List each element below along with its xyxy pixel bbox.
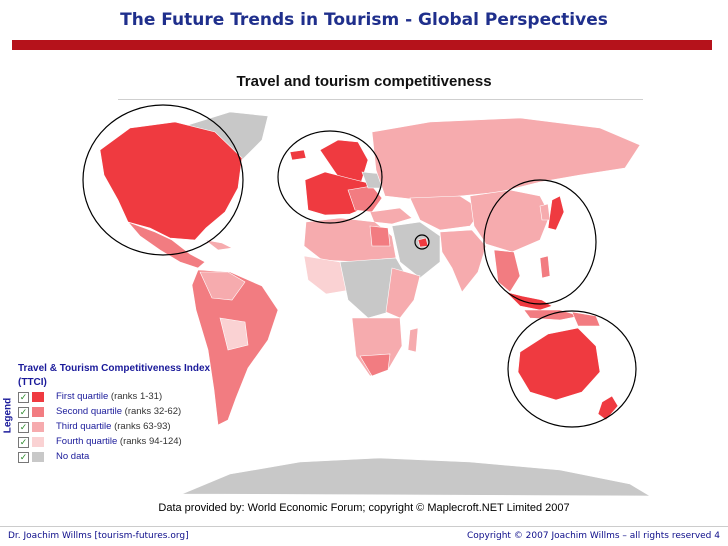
- caribbean: [204, 239, 233, 251]
- legend-swatch: [32, 407, 44, 417]
- legend-swatch: [32, 422, 44, 432]
- legend-checkbox[interactable]: ✓: [18, 407, 29, 418]
- highlight-north-america: [82, 104, 244, 256]
- legend-checkbox[interactable]: ✓: [18, 437, 29, 448]
- legend-side-label: Legend: [2, 397, 14, 434]
- legend-subtitle: (TTCI): [18, 377, 47, 388]
- southeast-asia: [493, 249, 521, 293]
- south-asia: [439, 229, 487, 293]
- south-america-north: [199, 271, 246, 301]
- footer-divider: [0, 526, 728, 527]
- footer-author: Dr. Joachim Willms [tourism-futures.org]: [8, 531, 189, 541]
- japan: [547, 195, 565, 231]
- china: [469, 189, 551, 253]
- legend-range: (ranks 63-93): [114, 421, 171, 432]
- map-legend: Legend Travel & Tourism Competitiveness …: [0, 358, 240, 468]
- indonesia: [523, 309, 581, 321]
- middle-east: [391, 221, 441, 279]
- legend-checkbox[interactable]: ✓: [18, 452, 29, 463]
- east-africa: [385, 267, 421, 319]
- legend-range: (ranks 32-62): [124, 406, 182, 417]
- legend-swatch: [32, 437, 44, 447]
- legend-swatch: [32, 452, 44, 462]
- map-title: Travel and tourism competitiveness: [236, 73, 492, 90]
- madagascar: [407, 327, 419, 353]
- iceland: [289, 149, 307, 161]
- legend-label: Fourth quartile: [56, 436, 118, 447]
- legend-range: (ranks 1-31): [110, 391, 163, 402]
- highlight-europe: [277, 130, 383, 224]
- central-america: [127, 221, 206, 269]
- australia: [517, 327, 601, 401]
- title-divider-bar: [12, 40, 712, 50]
- new-zealand: [597, 395, 619, 421]
- legend-label: No data: [56, 451, 90, 462]
- north-america: [99, 121, 243, 241]
- legend-title: Travel & Tourism Competitiveness Index: [18, 363, 211, 374]
- legend-label: Third quartile: [56, 421, 112, 432]
- legend-label: Second quartile: [56, 406, 123, 417]
- legend-swatch: [32, 392, 44, 402]
- papua: [571, 311, 601, 327]
- korea: [539, 203, 551, 221]
- legend-label: First quartile: [56, 391, 109, 402]
- highlight-east-asia: [483, 179, 597, 305]
- legend-range: (ranks 94-124): [119, 436, 182, 447]
- malaysia-indonesia: [505, 291, 553, 311]
- footer-copyright: Copyright © 2007 Joachim Willms – all ri…: [466, 531, 720, 541]
- central-asia: [409, 195, 483, 231]
- uae: [417, 237, 429, 248]
- west-africa: [303, 255, 351, 295]
- turkey: [369, 207, 413, 225]
- russia: [371, 117, 641, 201]
- data-credit: Data provided by: World Economic Forum; …: [158, 502, 570, 514]
- south-africa: [359, 353, 391, 377]
- slide-title: The Future Trends in Tourism - Global Pe…: [120, 10, 608, 30]
- egypt: [369, 225, 391, 247]
- philippines: [539, 255, 551, 279]
- highlight-uae: [414, 234, 430, 250]
- legend-checkbox[interactable]: ✓: [18, 392, 29, 403]
- antarctica: [181, 457, 652, 497]
- legend-checkbox[interactable]: ✓: [18, 422, 29, 433]
- map-title-rule: [118, 99, 643, 100]
- south-america-interior: [219, 317, 249, 351]
- highlight-australia: [507, 310, 637, 428]
